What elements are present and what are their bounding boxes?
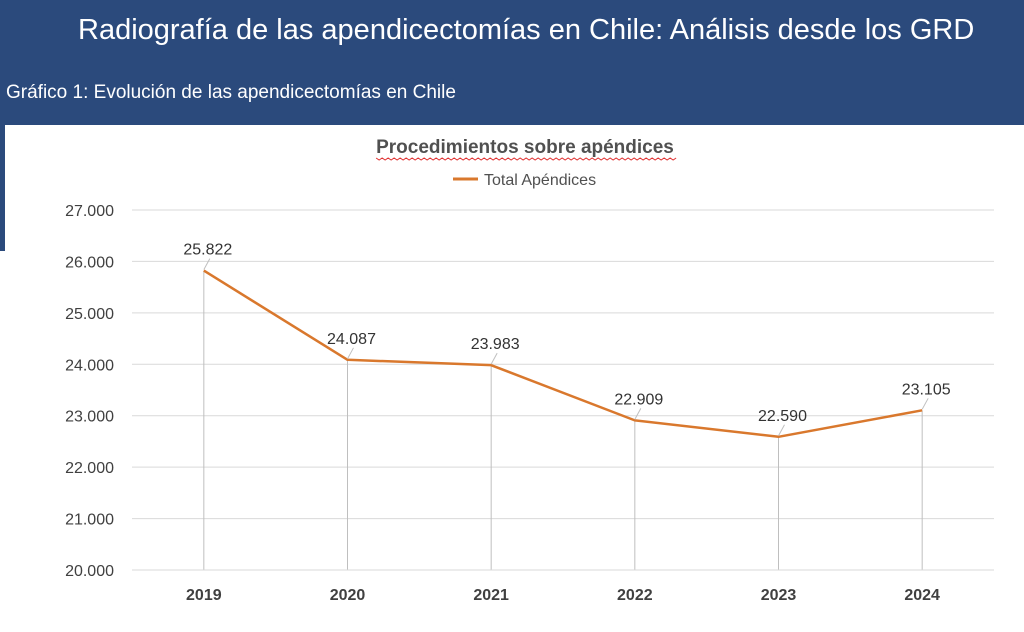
label-leader-line xyxy=(921,398,929,410)
data-label: 23.983 xyxy=(471,336,520,353)
y-tick-label: 20.000 xyxy=(65,563,114,580)
x-tick-label: 2023 xyxy=(761,587,797,604)
y-tick-label: 22.000 xyxy=(65,460,114,477)
legend-entry: Total Apéndices xyxy=(484,172,596,189)
data-label: 24.087 xyxy=(327,331,376,348)
y-tick-label: 23.000 xyxy=(65,409,114,426)
y-tick-label: 25.000 xyxy=(65,306,114,323)
label-leader-line xyxy=(203,258,211,270)
label-leader-line xyxy=(490,352,498,365)
data-label: 22.909 xyxy=(614,391,663,408)
y-axis-ticks: 20.000 21.000 22.000 23.000 24.000 25.000 26.0… xyxy=(65,203,114,580)
page-title: Radiografía de las apendicectomías en Ch… xyxy=(78,14,975,46)
label-leader-line xyxy=(347,347,354,360)
y-tick-label: 26.000 xyxy=(65,254,114,271)
chart-title: Procedimientos sobre apéndices xyxy=(376,137,674,158)
y-tick-label: 21.000 xyxy=(65,512,114,529)
label-leader-line xyxy=(634,408,642,420)
data-label: 22.590 xyxy=(758,408,807,425)
x-axis-ticks: 2019 2020 2021 2022 2023 2024 xyxy=(186,587,940,604)
data-labels: 25.822 24.087 23.983 22.909 22.590 23.105 xyxy=(183,242,951,437)
data-label: 25.822 xyxy=(183,242,232,259)
spellcheck-underline xyxy=(375,157,677,161)
x-tick-label: 2024 xyxy=(904,587,940,604)
x-tick-label: 2022 xyxy=(617,587,653,604)
series-line-group xyxy=(203,269,923,439)
y-tick-label: 27.000 xyxy=(65,203,114,220)
data-label: 23.105 xyxy=(902,381,951,398)
x-tick-label: 2019 xyxy=(186,587,222,604)
drop-lines xyxy=(203,270,923,570)
chart-legend: Total Apéndices xyxy=(453,172,596,189)
side-accent-bar xyxy=(0,125,5,251)
x-tick-label: 2021 xyxy=(473,587,509,604)
label-leader-line xyxy=(778,424,785,437)
chart-section-title: Gráfico 1: Evolución de las apendicectom… xyxy=(6,82,456,103)
x-tick-label: 2020 xyxy=(330,587,366,604)
y-tick-label: 24.000 xyxy=(65,357,114,374)
header-banner: Radiografía de las apendicectomías en Ch… xyxy=(0,0,1024,125)
grid-lines xyxy=(132,209,994,571)
series-line-total-apendices xyxy=(203,269,923,439)
